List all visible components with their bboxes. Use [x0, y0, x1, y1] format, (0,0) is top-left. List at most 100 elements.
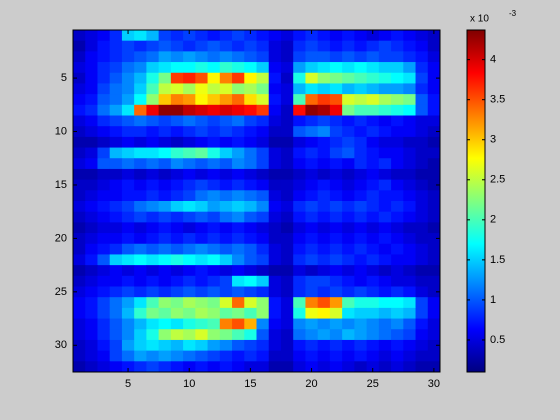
cell [219, 233, 233, 245]
cell [244, 265, 257, 277]
cell [219, 104, 233, 116]
cell [366, 115, 380, 127]
cell [146, 158, 160, 170]
cell [244, 51, 257, 63]
cell [391, 201, 404, 213]
x-tick-label: 5 [125, 378, 131, 390]
cell [305, 275, 319, 287]
cell [158, 83, 172, 95]
cell [207, 179, 221, 191]
cell [183, 104, 196, 116]
cell [293, 350, 306, 362]
cell [109, 179, 123, 191]
cell [134, 254, 147, 266]
cell [195, 94, 208, 106]
cell [280, 40, 294, 52]
cell [109, 104, 123, 116]
cell [109, 339, 123, 352]
cell [427, 72, 441, 84]
cell [391, 72, 404, 84]
cell [403, 243, 416, 255]
cell [391, 361, 404, 373]
cell [342, 147, 355, 159]
y-tick-label: 10 [55, 125, 67, 137]
cell [403, 211, 416, 223]
cell [97, 190, 111, 202]
cell [293, 40, 306, 52]
cell [391, 158, 404, 170]
cell [134, 307, 147, 319]
cell [329, 40, 343, 52]
cell [85, 361, 98, 373]
cell [146, 30, 160, 42]
cell [403, 126, 416, 138]
cell [280, 72, 294, 84]
cell [354, 179, 367, 191]
cell [232, 361, 245, 373]
cell [134, 126, 147, 138]
cell [109, 83, 123, 95]
cell [391, 318, 404, 330]
cell [219, 147, 233, 159]
cell [97, 62, 111, 74]
cell [354, 30, 367, 42]
cell [342, 233, 355, 245]
cell [342, 286, 355, 298]
cell [427, 179, 441, 191]
cell [97, 243, 111, 255]
cell [183, 30, 196, 42]
cell [366, 339, 380, 352]
cell [268, 168, 282, 181]
cell [293, 361, 306, 373]
cell [183, 361, 196, 373]
cell [121, 126, 135, 138]
cell [146, 339, 160, 352]
cell [97, 307, 111, 319]
cell [170, 179, 184, 191]
cell [415, 158, 429, 170]
cell [305, 201, 319, 213]
cell [146, 329, 160, 341]
cell [121, 307, 135, 319]
cell [170, 72, 184, 84]
cell [121, 254, 135, 266]
cell [109, 126, 123, 138]
cell [268, 297, 282, 309]
cell [378, 30, 392, 42]
cell [158, 190, 172, 202]
cell [427, 211, 441, 223]
cell [329, 30, 343, 42]
cell [293, 72, 306, 84]
cell [121, 265, 135, 277]
cell [256, 211, 270, 223]
cell [366, 201, 380, 213]
cell [146, 168, 160, 181]
cell [158, 286, 172, 298]
cell [97, 168, 111, 181]
cell [158, 94, 172, 106]
cell [354, 51, 367, 63]
cell [354, 158, 367, 170]
cell [317, 126, 331, 138]
cell [366, 30, 380, 42]
cell [85, 104, 98, 116]
cell [329, 275, 343, 287]
cell [268, 136, 282, 148]
cell [85, 62, 98, 74]
cell [329, 168, 343, 181]
cell [244, 147, 257, 159]
axes-box [72, 29, 441, 373]
cell [109, 286, 123, 298]
cell [427, 158, 441, 170]
cell [342, 136, 355, 148]
cell [97, 72, 111, 84]
cell [268, 318, 282, 330]
cell [280, 30, 294, 42]
cell [170, 339, 184, 352]
cell [342, 40, 355, 52]
cell [244, 179, 257, 191]
cell [195, 136, 208, 148]
cell [85, 126, 98, 138]
cell [244, 233, 257, 245]
cell [219, 179, 233, 191]
